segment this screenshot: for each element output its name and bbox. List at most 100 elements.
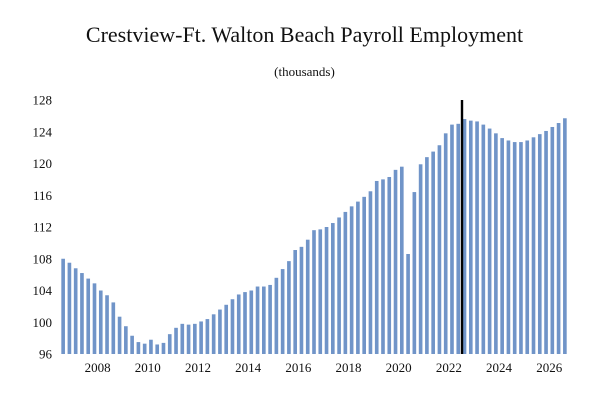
bar-2007Q3 [86,278,91,354]
y-tick-label: 104 [33,283,53,298]
bar-2012Q3 [211,314,216,354]
bar-2021Q2 [431,151,435,354]
bar-2025Q2 [531,137,536,354]
bar-2016Q1 [299,246,304,354]
bar-2011Q1 [174,327,178,354]
bar-2017Q1 [324,227,329,354]
y-tick-label: 112 [33,220,52,235]
bar-2007Q2 [80,273,84,354]
bar-2020Q3 [412,192,417,354]
x-tick-label: 2008 [85,360,111,375]
x-tick-label: 2016 [285,360,312,375]
bar-2009Q3 [136,342,141,354]
bar-2025Q4 [544,130,548,354]
y-tick-label: 96 [39,347,53,362]
bar-2022Q3 [462,119,467,354]
bar-2022Q2 [456,123,461,354]
bar-2021Q1 [425,157,429,354]
bar-2014Q3 [262,286,266,354]
bar-2017Q2 [331,223,335,354]
bar-series [61,118,567,355]
bar-2007Q4 [92,283,97,354]
bar-2016Q2 [305,239,310,354]
bar-2009Q4 [142,343,147,354]
bar-2020Q2 [406,253,410,354]
bar-2015Q1 [274,277,279,354]
bar-2015Q4 [293,250,298,354]
bar-2013Q2 [230,299,235,354]
y-tick-label: 124 [33,124,53,139]
bar-2022Q4 [468,120,473,354]
bar-2019Q2 [381,179,385,355]
bar-2023Q3 [487,128,492,354]
bar-2014Q4 [268,284,272,354]
bar-2011Q3 [186,324,191,354]
bar-2017Q3 [337,217,341,354]
x-tick-label: 2022 [436,360,462,375]
x-tick-label: 2010 [135,360,161,375]
x-tick-label: 2024 [486,360,513,375]
bar-2022Q1 [450,124,454,354]
bar-2023Q2 [481,124,486,354]
bar-2024Q2 [506,140,511,354]
bar-2006Q3 [61,258,65,354]
bar-2026Q2 [556,123,561,355]
bar-2019Q4 [393,169,398,354]
bar-2015Q2 [280,269,285,354]
bar-2017Q4 [343,211,348,354]
bar-2012Q2 [205,319,210,354]
bar-2010Q4 [167,334,172,354]
bar-2020Q1 [399,166,404,354]
bar-2011Q4 [193,323,197,354]
chart-title: Crestview-Ft. Walton Beach Payroll Emplo… [85,22,524,47]
bar-2015Q3 [287,261,291,354]
y-tick-label: 116 [33,188,53,203]
bar-2009Q1 [124,326,128,354]
bar-2008Q4 [117,316,122,354]
bar-2013Q4 [243,292,247,354]
bar-2020Q4 [418,164,423,354]
bar-2024Q3 [512,142,517,354]
bar-2011Q2 [180,323,185,354]
x-tick-label: 2014 [235,360,262,375]
bar-2018Q2 [356,201,360,354]
x-tick-label: 2018 [335,360,361,375]
bar-2019Q1 [374,180,379,354]
bar-2014Q1 [249,290,254,354]
bar-2024Q4 [519,142,523,354]
x-tick-label: 2012 [185,360,211,375]
y-tick-label: 128 [33,93,53,108]
bar-2018Q1 [349,206,354,354]
bar-2016Q4 [318,229,323,354]
y-tick-label: 108 [33,251,53,266]
x-axis-ticks: 2008 2010 2012 2014 2016 2018 2020 2022 2024 2026 [85,360,563,375]
chart-subtitle: (thousands) [274,64,335,79]
bar-2024Q1 [500,138,504,354]
bar-2018Q3 [362,196,366,354]
bar-2021Q3 [437,145,442,354]
bar-2008Q3 [111,302,116,354]
bar-2010Q3 [161,342,166,354]
bar-2021Q4 [443,133,448,354]
bar-2016Q3 [312,230,316,354]
x-tick-label: 2020 [386,360,412,375]
bar-2010Q1 [149,339,153,354]
bar-2026Q3 [563,118,567,354]
bar-2019Q3 [387,176,392,354]
bar-2023Q4 [494,133,498,354]
bar-2013Q1 [224,304,229,354]
bar-2006Q4 [67,262,72,354]
bar-2018Q4 [368,191,373,354]
bar-2008Q1 [98,290,103,354]
y-tick-label: 100 [33,315,53,330]
bar-2007Q1 [73,268,78,354]
bar-2023Q1 [475,121,479,355]
bar-2013Q3 [236,294,241,354]
y-axis-ticks: 96 100 104 108 112 116 120 124 128 [33,93,53,362]
bar-2010Q2 [155,344,160,354]
x-tick-label: 2026 [536,360,563,375]
y-tick-label: 120 [33,156,53,171]
bar-2012Q4 [218,309,222,354]
bar-2026Q1 [550,126,555,355]
